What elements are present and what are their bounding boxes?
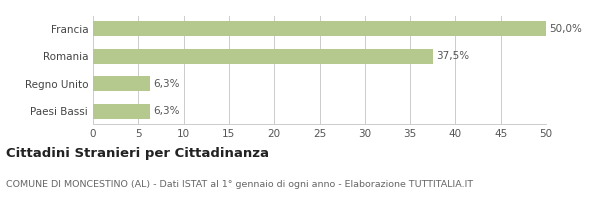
Text: 50,0%: 50,0% xyxy=(550,24,583,34)
Text: 6,3%: 6,3% xyxy=(154,79,180,89)
Bar xyxy=(93,76,150,91)
Text: 6,3%: 6,3% xyxy=(154,106,180,116)
Text: 37,5%: 37,5% xyxy=(436,51,469,61)
Bar xyxy=(93,49,433,64)
Bar xyxy=(93,104,150,119)
Text: Cittadini Stranieri per Cittadinanza: Cittadini Stranieri per Cittadinanza xyxy=(6,147,269,160)
Bar xyxy=(93,21,546,36)
Text: COMUNE DI MONCESTINO (AL) - Dati ISTAT al 1° gennaio di ogni anno - Elaborazione: COMUNE DI MONCESTINO (AL) - Dati ISTAT a… xyxy=(6,180,473,189)
